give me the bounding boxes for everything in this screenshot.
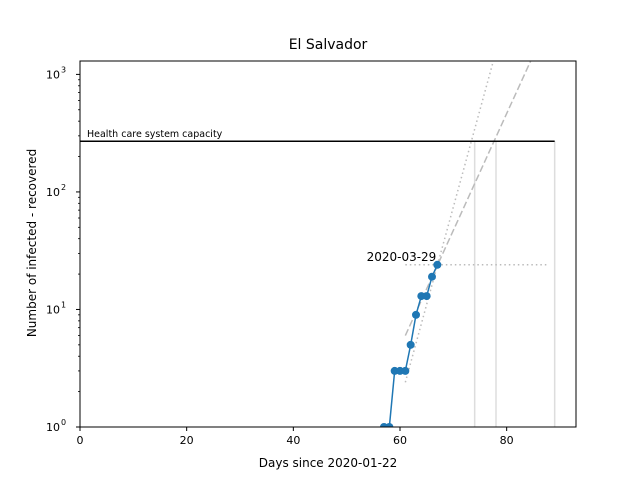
fit-line-dashed	[404, 61, 532, 336]
data-point	[412, 310, 420, 319]
plot-clip-group	[80, 61, 556, 427]
fit-line-dotted	[404, 61, 495, 383]
chart-title: El Salvador	[289, 37, 368, 53]
x-axis-label: Days since 2020-01-22	[259, 456, 398, 470]
y-tick-label: 10	[46, 68, 60, 81]
y-axis-label: Number of infected - recovered	[25, 149, 39, 337]
data-point	[385, 423, 394, 427]
capacity-label: Health care system capacity	[87, 129, 223, 140]
x-tick-label: 0	[77, 434, 84, 447]
data-point	[406, 340, 415, 349]
y-tick-exponent: 1	[61, 300, 66, 309]
data-point	[401, 366, 410, 375]
y-tick-label: 10	[46, 303, 60, 316]
x-tick-label: 40	[286, 434, 300, 447]
data-point	[422, 292, 431, 301]
y-tick-exponent: 0	[61, 418, 66, 427]
date-annotation: 2020-03-29	[367, 250, 437, 264]
data-point	[433, 260, 442, 269]
y-tick-label: 10	[46, 186, 60, 199]
data-point	[428, 272, 436, 281]
axes-frame	[79, 60, 577, 428]
y-tick-label: 10	[46, 421, 60, 434]
y-tick-exponent: 2	[61, 183, 66, 192]
x-tick-label: 60	[393, 434, 407, 447]
y-tick-exponent: 3	[61, 65, 66, 74]
x-tick-label: 20	[180, 434, 194, 447]
x-tick-label: 80	[500, 434, 514, 447]
